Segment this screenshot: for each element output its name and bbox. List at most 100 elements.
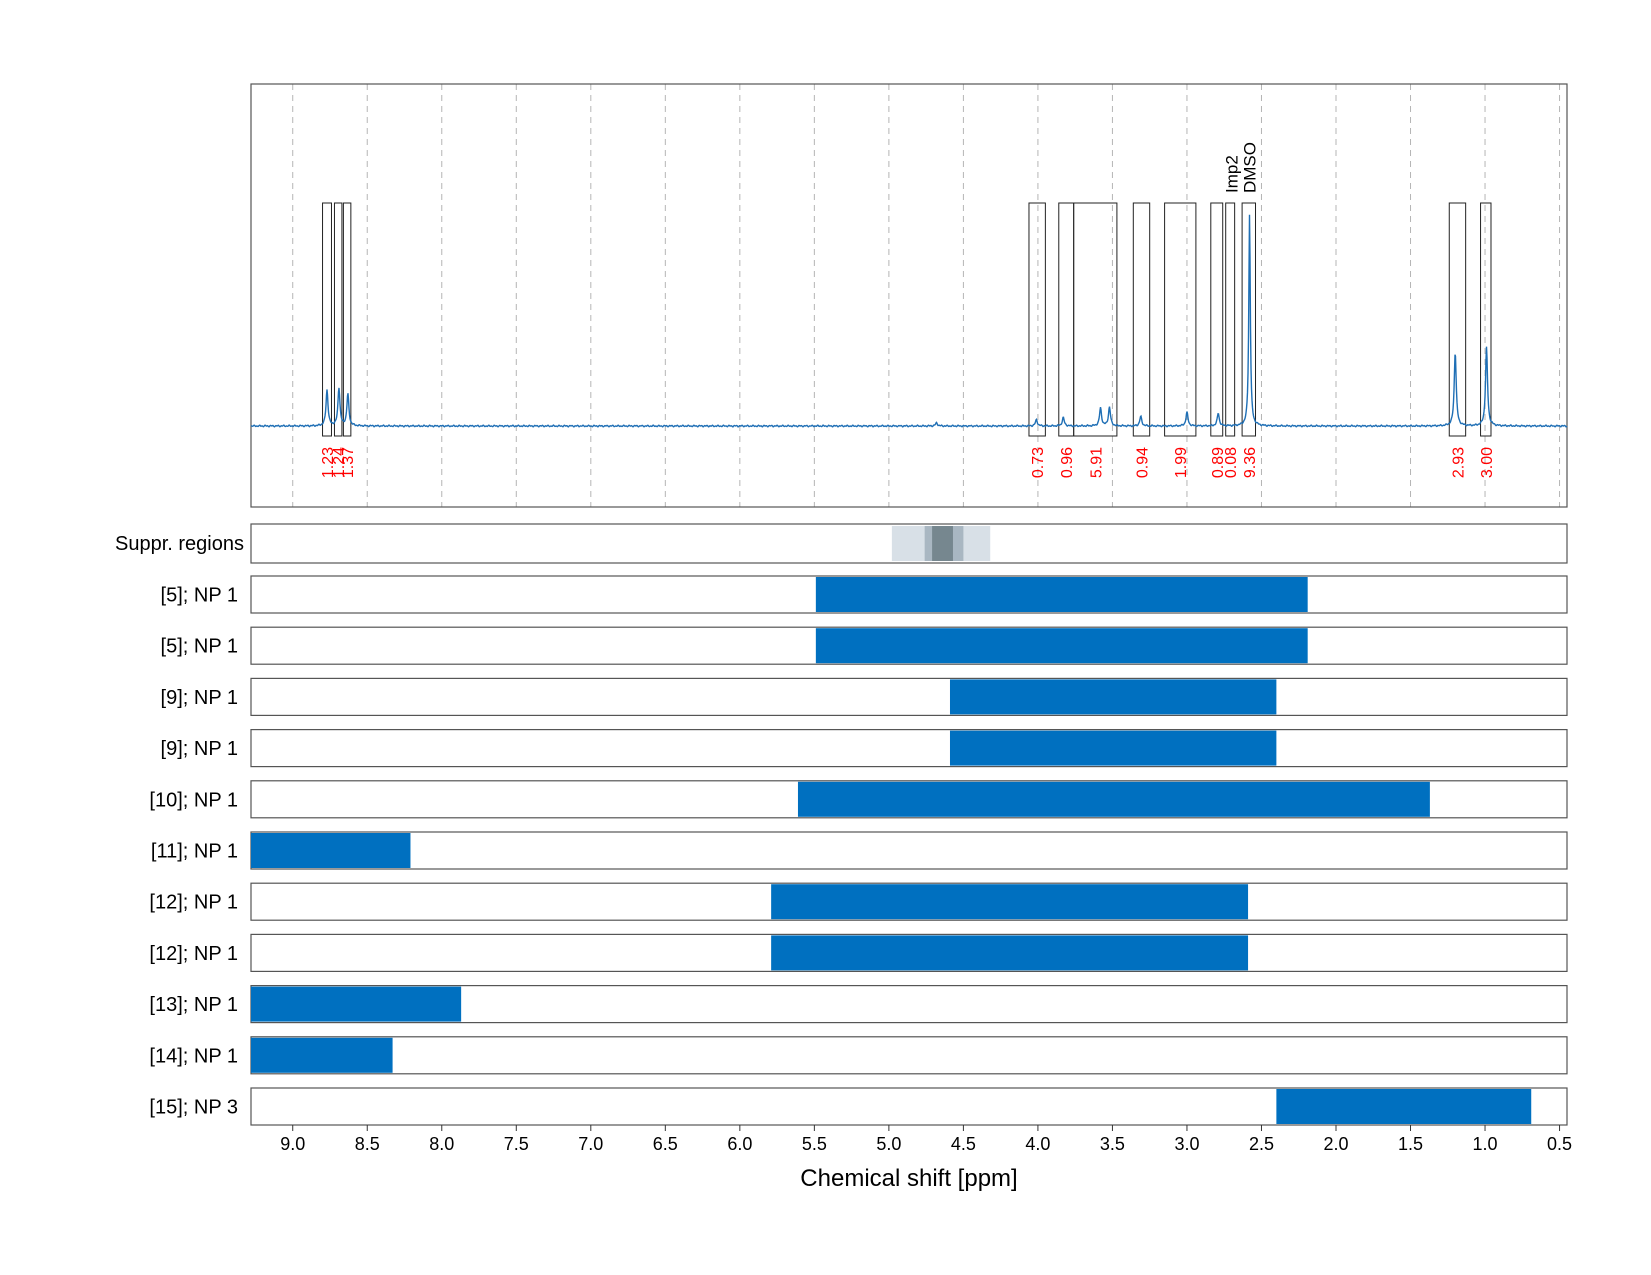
range-row-label: [14]; NP 1 [149, 1045, 238, 1067]
range-bar [251, 833, 411, 868]
range-bar [949, 730, 1277, 766]
integral-box [1210, 202, 1224, 437]
integral-label: 0.89 [1210, 447, 1227, 478]
range-bar [815, 577, 1308, 612]
range-row-frame [250, 780, 1568, 819]
range-row-frame [250, 575, 1568, 614]
range-row: [5]; NP 1 [161, 626, 1568, 665]
x-tick-label: 3.0 [1174, 1134, 1199, 1154]
range-row-frame [250, 626, 1568, 665]
x-tick-label: 0.5 [1547, 1134, 1572, 1154]
x-tick-label: 6.0 [727, 1134, 752, 1154]
x-tick-label: 5.5 [802, 1134, 827, 1154]
x-tick-label: 5.0 [876, 1134, 901, 1154]
range-bar [815, 628, 1308, 664]
range-row-frame [250, 677, 1568, 717]
range-bar [1276, 1089, 1532, 1124]
range-row-frame [250, 831, 1568, 870]
x-tick-label: 7.5 [504, 1134, 529, 1154]
range-row-label: [5]; NP 1 [161, 636, 238, 658]
x-tick-label: 4.5 [951, 1134, 976, 1154]
range-row-label: [12]; NP 1 [149, 892, 238, 914]
integral-labels: 1.231.241.37 0.73 0.96 5.91 0.94 1.99 0.890.08… [320, 447, 1496, 478]
x-tick-label: 8.5 [355, 1134, 380, 1154]
range-row-frame [250, 1087, 1568, 1126]
range-row-frame [250, 1036, 1568, 1075]
x-tick-label: 2.0 [1323, 1134, 1348, 1154]
integral-label: 0.96 [1059, 447, 1076, 478]
integral-box [1241, 202, 1257, 437]
x-tick-label: 6.5 [653, 1134, 678, 1154]
integral-label: 2.93 [1450, 447, 1467, 478]
integral-box [322, 202, 332, 437]
integral-box [1058, 202, 1075, 437]
integral-box [1225, 202, 1236, 437]
integral-box [1448, 202, 1467, 437]
integral-box [342, 202, 352, 437]
integral-box [1073, 202, 1118, 437]
suppressed-regions-frame [250, 523, 1568, 564]
range-row: [12]; NP 1 [149, 933, 1568, 973]
range-bar [251, 1037, 393, 1073]
range-row: [12]; NP 1 [149, 882, 1568, 921]
x-tick-label: 1.0 [1473, 1134, 1498, 1154]
x-tick-label: 8.0 [429, 1134, 454, 1154]
integral-label: 5.91 [1088, 447, 1105, 478]
range-row-label: [10]; NP 1 [149, 789, 238, 811]
integral-box [1480, 202, 1492, 437]
peak-annotation: Imp2 [1223, 155, 1242, 193]
range-row-label: [9]; NP 1 [161, 738, 238, 760]
range-row-label: [11]; NP 1 [151, 841, 238, 863]
range-row: [9]; NP 1 [161, 728, 1568, 768]
range-bar [949, 679, 1277, 715]
range-row: [11]; NP 1 [151, 831, 1568, 870]
range-row: [10]; NP 1 [149, 780, 1568, 819]
integral-label: 1.37 [340, 447, 357, 478]
x-tick-label: 7.0 [578, 1134, 603, 1154]
range-row: [9]; NP 1 [161, 677, 1568, 717]
x-tick-label: 3.5 [1100, 1134, 1125, 1154]
integral-boxes [322, 202, 1492, 437]
x-axis-label: Chemical shift [ppm] [800, 1165, 1017, 1192]
integral-label: 1.99 [1173, 447, 1190, 478]
integral-label: 1.24 [331, 447, 348, 478]
range-bar [251, 986, 462, 1022]
range-row: [15]; NP 3 [149, 1087, 1568, 1126]
range-row-label: [13]; NP 1 [149, 994, 238, 1016]
range-row-frame [250, 728, 1568, 768]
range-rows: [5]; NP 1 [5]; NP 1 [9]; NP 1 [9]; NP 1 [10]… [149, 575, 1568, 1126]
x-tick-label: 9.0 [280, 1134, 305, 1154]
integral-box [1028, 202, 1046, 437]
integral-label: 0.73 [1030, 447, 1047, 478]
range-row-label: [15]; NP 3 [149, 1097, 238, 1119]
integral-label: 0.08 [1223, 447, 1240, 478]
range-row-label: [12]; NP 1 [149, 943, 238, 965]
range-row-label: [9]; NP 1 [161, 687, 238, 709]
integral-box [333, 202, 343, 437]
spectrum-line [250, 214, 1568, 428]
integral-label: 9.36 [1242, 447, 1259, 478]
spectrum-panel [250, 83, 1568, 508]
range-row: [5]; NP 1 [161, 575, 1568, 614]
range-row-frame [250, 882, 1568, 921]
range-row-label: [5]; NP 1 [161, 585, 238, 607]
range-bar [797, 781, 1430, 817]
integral-box [1164, 202, 1197, 437]
integral-box [1132, 202, 1151, 437]
integral-label: 3.00 [1479, 447, 1496, 478]
suppressed-regions-panel: Suppr. regions [115, 523, 1568, 564]
x-axis: 9.0 8.5 8.0 7.5 7.0 6.5 6.0 5.5 5.0 4.5 4.0 3.5 3.0 2… [280, 1125, 1572, 1154]
grid-lines [292, 84, 1561, 507]
integral-label: 1.23 [320, 447, 337, 478]
range-row: [13]; NP 1 [149, 984, 1568, 1024]
x-tick-label: 1.5 [1398, 1134, 1423, 1154]
range-bar [771, 884, 1249, 920]
range-bar [771, 935, 1249, 971]
range-row-frame [250, 933, 1568, 973]
range-row: [14]; NP 1 [149, 1036, 1568, 1075]
x-tick-label: 2.5 [1249, 1134, 1274, 1154]
suppressed-region [932, 526, 953, 561]
peak-annotation: DMSO [1241, 142, 1260, 193]
